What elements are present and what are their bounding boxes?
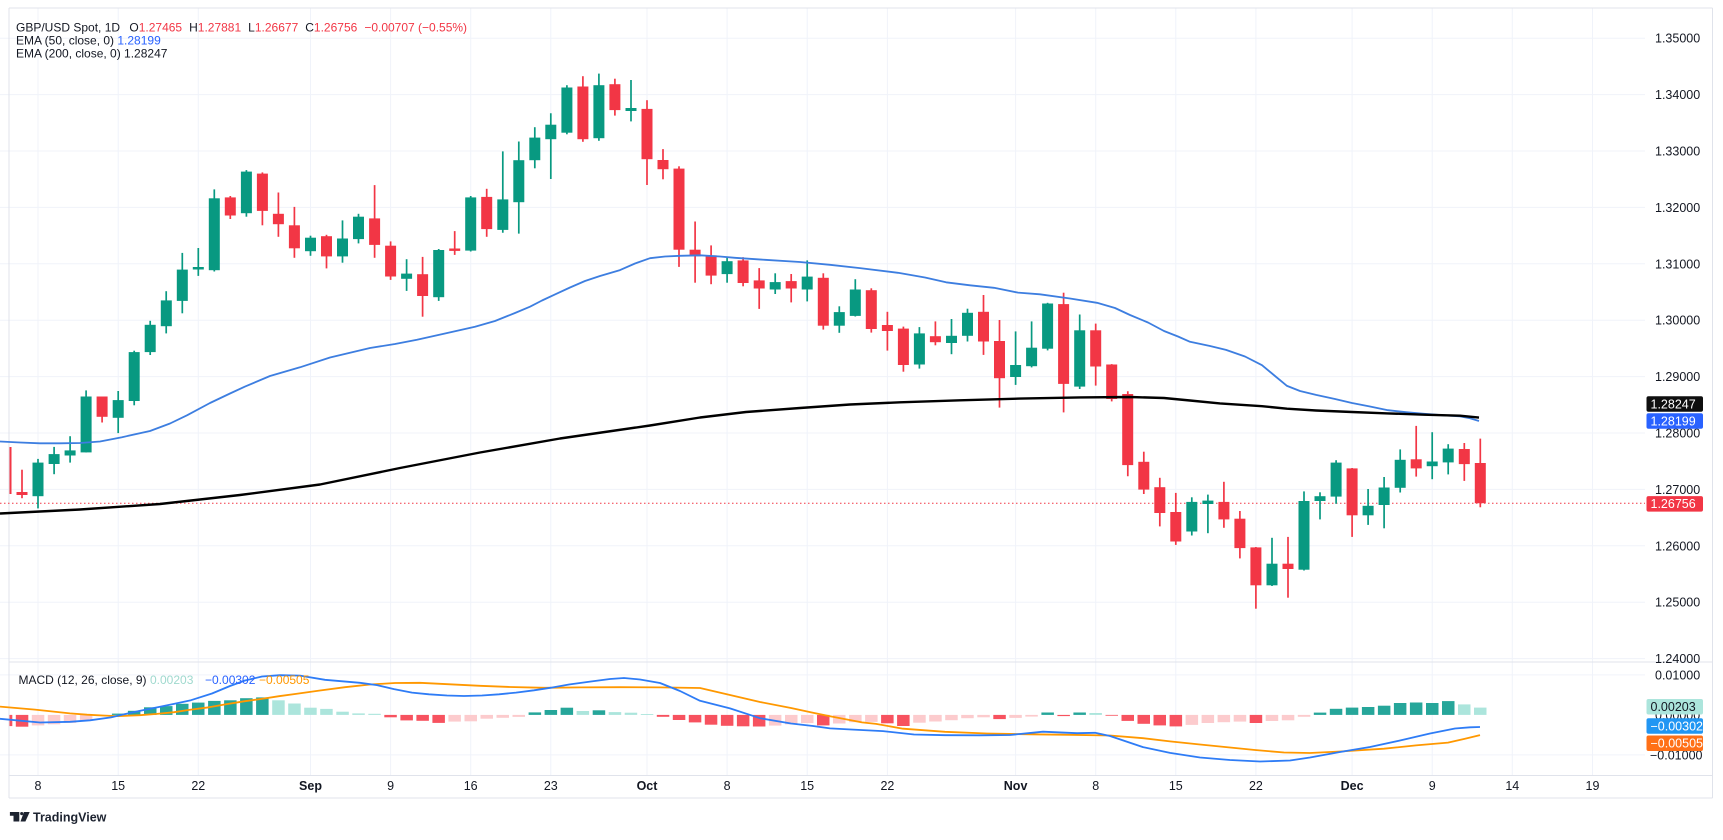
svg-text:22: 22	[191, 779, 205, 793]
svg-text:0.00203: 0.00203	[1651, 700, 1696, 714]
svg-text:9: 9	[1429, 779, 1436, 793]
svg-text:15: 15	[111, 779, 125, 793]
svg-text:1.28199: 1.28199	[1651, 414, 1696, 428]
svg-text:1.25000: 1.25000	[1655, 596, 1700, 610]
svg-text:1.27000: 1.27000	[1655, 483, 1700, 497]
svg-text:0.01000: 0.01000	[1655, 668, 1700, 682]
svg-text:1.28000: 1.28000	[1655, 427, 1700, 441]
svg-text:22: 22	[1249, 779, 1263, 793]
svg-text:1.30000: 1.30000	[1655, 314, 1700, 328]
svg-text:1.29000: 1.29000	[1655, 370, 1700, 384]
svg-text:22: 22	[880, 779, 894, 793]
svg-text:1.33000: 1.33000	[1655, 145, 1700, 159]
svg-text:1.26000: 1.26000	[1655, 539, 1700, 553]
svg-text:EMA (200, close, 0) 1.28247: EMA (200, close, 0) 1.28247	[16, 47, 168, 61]
svg-text:1.26756: 1.26756	[1651, 497, 1696, 511]
svg-text:16: 16	[464, 779, 478, 793]
svg-text:−0.00505: −0.00505	[1651, 737, 1704, 751]
svg-text:14: 14	[1505, 779, 1519, 793]
svg-text:−0.00302: −0.00302	[205, 673, 256, 687]
svg-text:TradingView: TradingView	[33, 811, 107, 825]
svg-text:8: 8	[724, 779, 731, 793]
svg-text:Nov: Nov	[1004, 779, 1028, 793]
svg-text:1.35000: 1.35000	[1655, 32, 1700, 46]
svg-text:1.32000: 1.32000	[1655, 201, 1700, 215]
svg-text:1.28247: 1.28247	[1651, 397, 1696, 411]
svg-text:1.34000: 1.34000	[1655, 88, 1700, 102]
svg-text:−0.01000: −0.01000	[1650, 748, 1703, 762]
svg-text:23: 23	[544, 779, 558, 793]
svg-text:1.24000: 1.24000	[1655, 652, 1700, 666]
svg-text:Sep: Sep	[299, 779, 322, 793]
svg-text:Dec: Dec	[1341, 779, 1364, 793]
svg-text:EMA (50, close, 0) 1.28199: EMA (50, close, 0) 1.28199	[16, 34, 161, 48]
svg-text:15: 15	[800, 779, 814, 793]
svg-text:8: 8	[1092, 779, 1099, 793]
svg-text:−0.00302: −0.00302	[1651, 719, 1704, 733]
svg-text:1.31000: 1.31000	[1655, 257, 1700, 271]
svg-text:Oct: Oct	[637, 779, 659, 793]
svg-text:8: 8	[35, 779, 42, 793]
svg-text:15: 15	[1169, 779, 1183, 793]
svg-text:9: 9	[387, 779, 394, 793]
svg-text:MACD (12, 26, close, 9): MACD (12, 26, close, 9)	[19, 673, 147, 687]
svg-text:0.00203: 0.00203	[150, 673, 194, 687]
svg-text:19: 19	[1586, 779, 1600, 793]
svg-text:−0.00505: −0.00505	[259, 673, 310, 687]
